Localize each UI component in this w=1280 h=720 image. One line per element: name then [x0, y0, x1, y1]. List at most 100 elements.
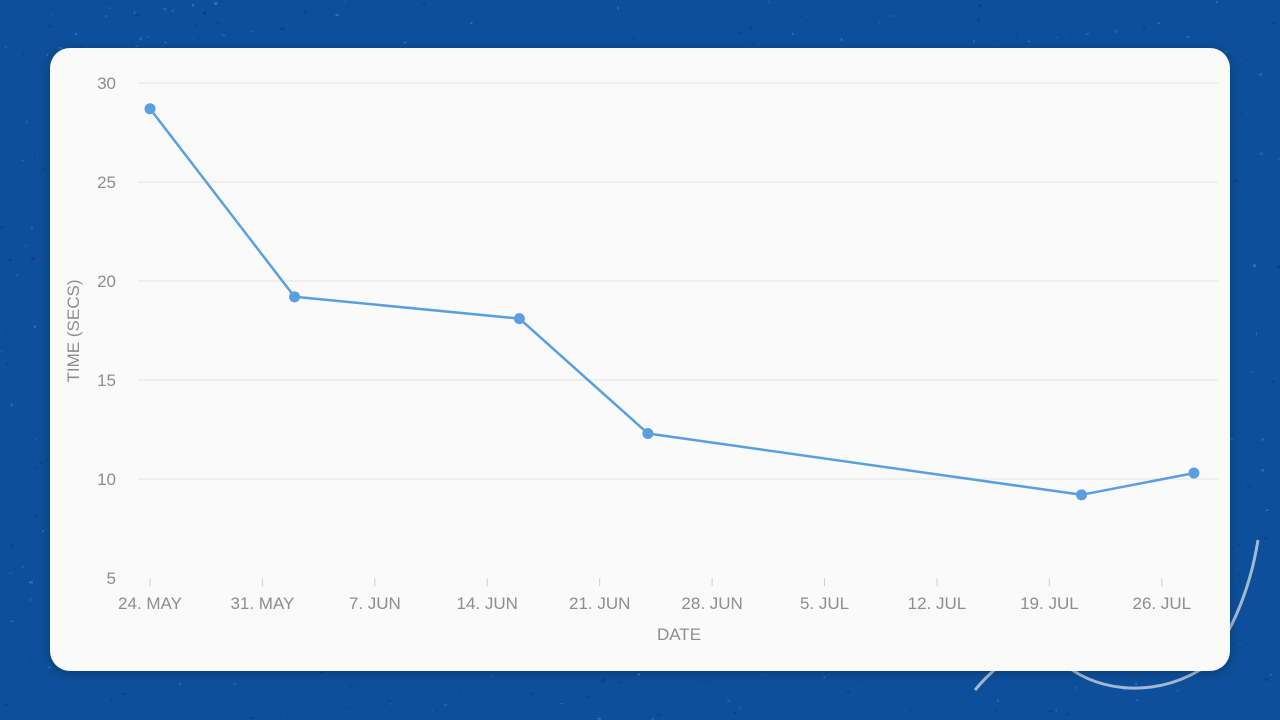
background-speck [443, 703, 448, 706]
background-speck [14, 567, 17, 569]
x-tick-label: 7. JUN [349, 594, 401, 613]
background-speck [41, 168, 45, 171]
background-speck [998, 44, 1000, 46]
background-speck [1261, 469, 1265, 472]
background-speck [1264, 6, 1267, 9]
background-speck [1239, 643, 1241, 645]
background-speck [29, 598, 32, 601]
background-speck [80, 45, 83, 48]
background-speck [1234, 179, 1239, 183]
background-speck [618, 681, 622, 684]
background-speck [46, 460, 48, 462]
background-speck [58, 47, 63, 49]
background-speck [287, 714, 290, 717]
grid-layer [138, 82, 1218, 480]
background-speck [1197, 698, 1200, 700]
data-point[interactable] [144, 103, 156, 115]
background-speck [335, 13, 339, 17]
background-speck [1048, 710, 1053, 713]
tick-label-layer: 5 10 15 20 25 30 24. MAY 31. MAY 7. JUN 14. JUN 21… [97, 74, 1191, 613]
background-speck [251, 30, 254, 32]
background-speck [33, 325, 36, 328]
background-speck [1070, 33, 1074, 36]
background-speck [1056, 37, 1059, 39]
y-tick-label: 20 [97, 272, 116, 291]
background-speck [972, 40, 975, 43]
background-speck [34, 514, 38, 518]
data-point[interactable] [1188, 467, 1200, 479]
background-speck [422, 2, 426, 5]
background-speck [303, 11, 307, 14]
background-speck [344, 1, 347, 3]
background-speck [1027, 40, 1031, 42]
y-tick-label: 30 [97, 74, 116, 93]
background-speck [727, 699, 731, 702]
data-point[interactable] [1076, 489, 1088, 501]
x-tick-label: 26. JUL [1133, 594, 1192, 613]
background-speck [1246, 486, 1251, 488]
background-speck [1224, 50, 1228, 53]
background-speck [278, 713, 281, 715]
background-speck [42, 530, 44, 533]
background-speck [1087, 22, 1089, 26]
background-speck [1236, 575, 1241, 577]
background-speck [738, 707, 741, 710]
background-speck [10, 403, 13, 406]
background-speck [651, 718, 654, 720]
background-speck [1259, 152, 1263, 155]
background-speck [135, 14, 139, 17]
background-speck [1265, 509, 1269, 511]
background-speck [164, 41, 167, 44]
background-speck [1247, 128, 1249, 129]
background-speck [1230, 438, 1233, 441]
background-speck [1272, 22, 1276, 25]
background-speck [74, 32, 78, 35]
background-speck [1135, 682, 1138, 686]
background-speck [761, 674, 765, 676]
background-speck [994, 710, 997, 713]
background-speck [342, 43, 344, 45]
background-speck [657, 713, 661, 717]
data-point[interactable] [513, 313, 525, 325]
background-speck [403, 41, 407, 44]
background-speck [891, 15, 895, 17]
background-speck [601, 678, 605, 682]
background-speck [133, 11, 136, 14]
background-speck [1259, 73, 1262, 76]
background-speck [388, 700, 392, 703]
background-speck [1264, 678, 1269, 681]
tick-layer [149, 578, 1163, 586]
background-speck [16, 274, 18, 276]
background-speck [1075, 686, 1078, 689]
background-speck [0, 226, 4, 229]
background-speck [1186, 36, 1190, 38]
background-speck [122, 692, 126, 695]
background-speck [31, 226, 33, 229]
background-speck [1239, 112, 1243, 114]
background-speck [1249, 664, 1252, 667]
background-speck [1234, 258, 1237, 260]
background-speck [280, 27, 285, 31]
background-speck [559, 703, 564, 705]
background-speck [978, 4, 982, 8]
background-speck [491, 674, 493, 677]
data-point[interactable] [642, 427, 654, 439]
background-speck [4, 46, 7, 48]
x-tick-label: 28. JUN [681, 594, 742, 613]
background-speck [1216, 1, 1218, 3]
background-speck [229, 1, 231, 5]
background-speck [46, 53, 49, 57]
x-tick-label: 12. JUL [908, 594, 967, 613]
background-speck [9, 431, 12, 433]
background-speck [823, 676, 825, 679]
series-layer [144, 103, 1200, 501]
data-point[interactable] [289, 291, 301, 303]
y-tick-label: 5 [107, 569, 116, 588]
background-speck [220, 0, 223, 3]
background-speck [1261, 438, 1265, 441]
background-speck [1236, 106, 1239, 108]
y-tick-label: 15 [97, 371, 116, 390]
background-speck [29, 660, 31, 663]
background-speck [17, 636, 20, 638]
